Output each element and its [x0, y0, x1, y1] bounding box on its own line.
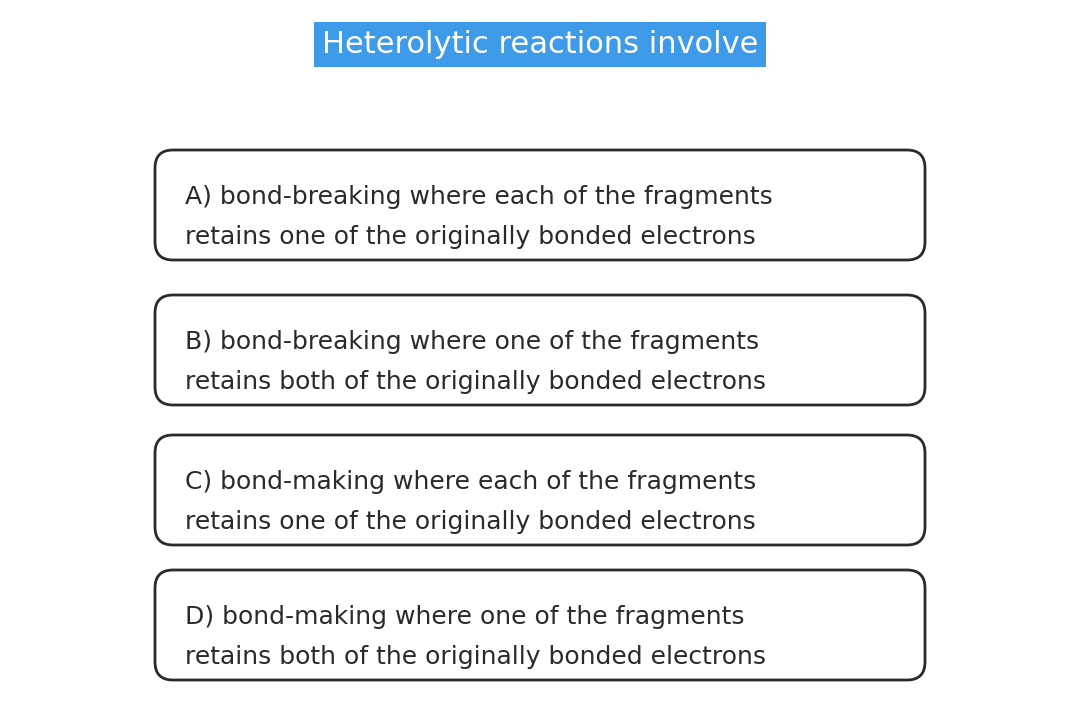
Text: retains both of the originally bonded electrons: retains both of the originally bonded el…: [185, 370, 766, 394]
Text: retains both of the originally bonded electrons: retains both of the originally bonded el…: [185, 645, 766, 669]
Text: C) bond-making where each of the fragments: C) bond-making where each of the fragmen…: [185, 470, 756, 494]
Text: A) bond-breaking where each of the fragments: A) bond-breaking where each of the fragm…: [185, 185, 773, 209]
Text: retains one of the originally bonded electrons: retains one of the originally bonded ele…: [185, 510, 756, 534]
FancyBboxPatch shape: [156, 435, 924, 545]
Text: B) bond-breaking where one of the fragments: B) bond-breaking where one of the fragme…: [185, 330, 759, 354]
FancyBboxPatch shape: [156, 150, 924, 260]
FancyBboxPatch shape: [156, 570, 924, 680]
Text: Heterolytic reactions involve: Heterolytic reactions involve: [322, 30, 758, 59]
FancyBboxPatch shape: [156, 295, 924, 405]
Text: D) bond-making where one of the fragments: D) bond-making where one of the fragment…: [185, 605, 744, 629]
Text: retains one of the originally bonded electrons: retains one of the originally bonded ele…: [185, 225, 756, 249]
